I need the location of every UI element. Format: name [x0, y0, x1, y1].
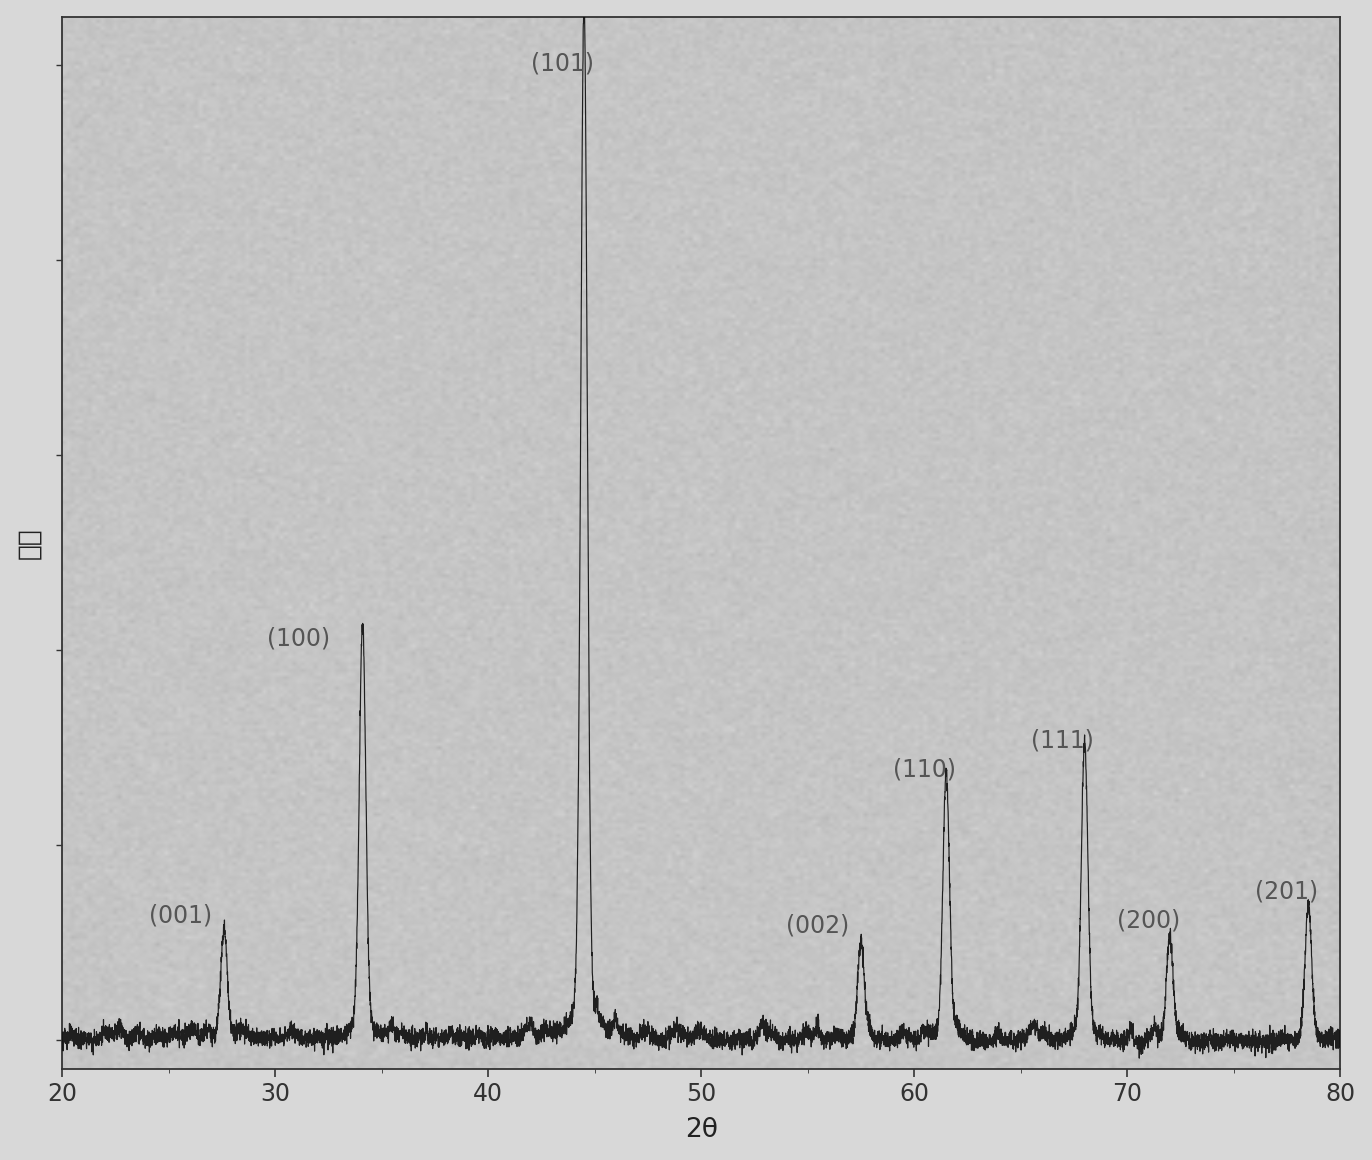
- Text: (111): (111): [1032, 728, 1095, 753]
- Text: (201): (201): [1255, 879, 1318, 904]
- Text: (002): (002): [786, 914, 849, 937]
- Y-axis label: 强度: 强度: [16, 527, 43, 559]
- Text: (001): (001): [150, 904, 213, 928]
- Text: (110): (110): [893, 757, 956, 782]
- Text: (100): (100): [266, 626, 329, 650]
- Text: (101): (101): [531, 51, 594, 75]
- X-axis label: 2θ: 2θ: [685, 1117, 718, 1144]
- Text: (200): (200): [1117, 908, 1180, 933]
